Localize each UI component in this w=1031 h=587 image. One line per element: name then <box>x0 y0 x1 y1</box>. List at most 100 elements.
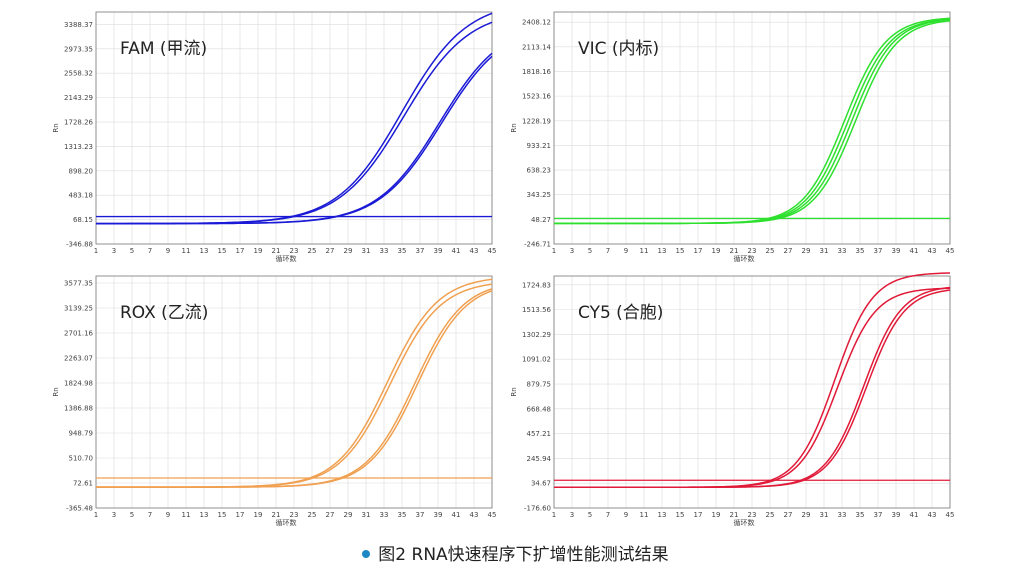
fam-ytick-label: 483.18 <box>69 192 94 200</box>
vic-xtick-label: 43 <box>928 247 937 255</box>
vic-xtick-label: 7 <box>606 247 610 255</box>
fam-xtick-label: 31 <box>362 247 371 255</box>
vic-ylabel: Rn <box>510 123 518 132</box>
fam-xtick-label: 1 <box>94 247 98 255</box>
vic-ytick-label: 1818.16 <box>522 68 551 76</box>
rox-xtick-label: 13 <box>200 511 209 519</box>
fam-ytick-label: 1728.26 <box>64 119 93 127</box>
figure-caption: 图2 RNA快速程序下扩增性能测试结果 <box>0 540 1031 565</box>
rox-ytick-label: 1824.98 <box>64 379 93 387</box>
fam-ytick-label: 898.20 <box>69 167 94 175</box>
rox-plot-frame <box>95 275 493 509</box>
vic-xtick-label: 11 <box>640 247 649 255</box>
vic-chart-title: VIC (内标) <box>578 39 659 59</box>
rox-xtick-label: 15 <box>218 511 227 519</box>
rox-xtick-label: 7 <box>148 511 152 519</box>
vic-ytick-label: 933.21 <box>527 142 552 150</box>
cy5-chart: -176.60 34.67 245.94 457.21 668.48 879.75 1091… <box>510 272 954 527</box>
fam-chart: -346.88 68.15 483.18 898.20 1313.23 1728.26 21… <box>52 11 496 263</box>
fam-ytick-label: 2143.29 <box>64 94 93 102</box>
vic-ytick-label: 1523.16 <box>522 93 551 101</box>
vic-chart-panel: -246.71 48.27 343.25 638.23 933.21 1228.19 152… <box>498 8 958 268</box>
vic-xtick-label: 29 <box>802 247 811 255</box>
fam-xtick-label: 27 <box>326 247 335 255</box>
cy5-xtick-label: 7 <box>606 511 610 519</box>
vic-xtick-label: 21 <box>730 247 739 255</box>
rox-xtick-label: 29 <box>344 511 353 519</box>
vic-amplification-curve-4 <box>554 20 951 225</box>
fam-ylabel: Rn <box>52 123 60 132</box>
fam-xtick-label: 13 <box>200 247 209 255</box>
rox-xtick-label: 9 <box>166 511 170 519</box>
cy5-chart-title: CY5 (合胞) <box>578 303 663 323</box>
rox-xtick-label: 21 <box>272 511 281 519</box>
vic-xlabel: 循环数 <box>734 254 755 263</box>
fam-ytick-label: 1313.23 <box>64 143 93 151</box>
vic-ytick-label: 638.23 <box>527 167 552 175</box>
fam-xtick-label: 3 <box>112 247 116 255</box>
vic-ytick-label: 343.25 <box>527 191 552 199</box>
rox-ytick-label: -365.48 <box>66 505 93 513</box>
vic-xtick-label: 25 <box>766 247 775 255</box>
cy5-ytick-label: 668.48 <box>527 405 552 413</box>
cy5-xtick-label: 3 <box>570 511 574 519</box>
rox-xtick-label: 31 <box>362 511 371 519</box>
fam-xtick-label: 19 <box>254 247 263 255</box>
rox-xlabel: 循环数 <box>276 518 297 527</box>
fam-xtick-label: 15 <box>218 247 227 255</box>
cy5-ylabel: Rn <box>510 387 518 396</box>
rox-xtick-label: 11 <box>182 511 191 519</box>
caption-bullet-icon <box>362 549 371 558</box>
vic-xtick-label: 33 <box>838 247 847 255</box>
rox-xtick-label: 3 <box>112 511 116 519</box>
rox-xtick-label: 17 <box>236 511 245 519</box>
fam-xtick-label: 39 <box>434 247 443 255</box>
cy5-xtick-label: 19 <box>712 511 721 519</box>
vic-ytick-label: 48.27 <box>531 216 551 224</box>
cy5-xtick-label: 17 <box>694 511 703 519</box>
rox-xtick-label: 1 <box>94 511 98 519</box>
cy5-xtick-label: 27 <box>784 511 793 519</box>
cy5-xtick-label: 29 <box>802 511 811 519</box>
fam-ytick-label: 3388.37 <box>64 21 93 29</box>
fam-xtick-label: 43 <box>470 247 479 255</box>
fam-xtick-label: 25 <box>308 247 317 255</box>
vic-grid <box>553 12 951 245</box>
cy5-xtick-label: 37 <box>874 511 883 519</box>
fam-xtick-label: 7 <box>148 247 152 255</box>
vic-chart: -246.7148.27343.25638.23933.211228.19152… <box>510 11 955 263</box>
rox-ytick-label: 72.61 <box>73 480 93 488</box>
fam-ytick-label: 2973.35 <box>64 45 93 53</box>
fam-xtick-label: 29 <box>344 247 353 255</box>
rox-chart-title: ROX (乙流) <box>120 303 208 323</box>
vic-xtick-label: 45 <box>946 247 955 255</box>
vic-xtick-label: 9 <box>624 247 628 255</box>
fam-xtick-label: 21 <box>272 247 281 255</box>
vic-xtick-label: 15 <box>676 247 685 255</box>
vic-xtick-label: 35 <box>856 247 865 255</box>
rox-xtick-label: 25 <box>308 511 317 519</box>
fam-xtick-label: 11 <box>182 247 191 255</box>
rox-xtick-label: 41 <box>452 511 461 519</box>
rox-xtick-label: 19 <box>254 511 263 519</box>
cy5-xtick-label: 11 <box>640 511 649 519</box>
cy5-ytick-label: 34.67 <box>531 480 551 488</box>
rox-chart: -365.48 72.61 510.70 948.79 1386.88 1824.98 22… <box>52 275 496 527</box>
fam-amplification-curve-4 <box>96 55 493 225</box>
cy5-xtick-label: 13 <box>658 511 667 519</box>
rox-xtick-label: 35 <box>398 511 407 519</box>
fam-chart-panel: -346.88 68.15 483.18 898.20 1313.23 1728.26 21… <box>40 8 500 268</box>
rox-ytick-label: 510.70 <box>69 455 94 463</box>
vic-xtick-label: 13 <box>658 247 667 255</box>
rox-ylabel: Rn <box>52 387 60 396</box>
cy5-xtick-label: 35 <box>856 511 865 519</box>
rox-xtick-label: 33 <box>380 511 389 519</box>
vic-xtick-label: 17 <box>694 247 703 255</box>
vic-xtick-label: 5 <box>588 247 592 255</box>
rox-chart-panel: -365.48 72.61 510.70 948.79 1386.88 1824.98 22… <box>40 272 500 532</box>
cy5-ytick-label: 1724.83 <box>522 281 551 289</box>
cy5-ytick-label: 1513.56 <box>522 306 551 314</box>
fam-xtick-label: 37 <box>416 247 425 255</box>
vic-xtick-label: 41 <box>910 247 919 255</box>
fam-xtick-label: 41 <box>452 247 461 255</box>
